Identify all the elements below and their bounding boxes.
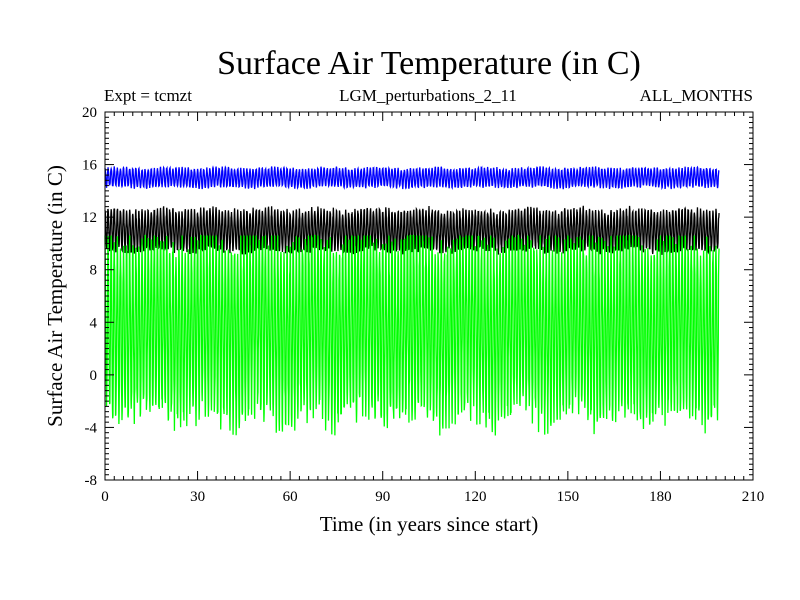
x-tick-label: 150	[557, 489, 580, 505]
y-tick-label: -4	[85, 420, 98, 436]
x-tick-label: 0	[101, 489, 109, 505]
series-line-upper	[104, 165, 720, 191]
plot-frame	[104, 111, 754, 481]
series-layer	[104, 165, 720, 436]
subtitle-months: ALL_MONTHS	[640, 86, 753, 105]
x-tick-label: 90	[375, 489, 390, 505]
y-axis-label: Surface Air Temperature (in C)	[43, 165, 67, 427]
y-tick-label: 20	[82, 105, 97, 121]
x-tick-label: 60	[283, 489, 298, 505]
y-tick-label: 12	[82, 210, 97, 226]
x-axis-label: Time (in years since start)	[320, 512, 539, 536]
y-tick-label: 0	[90, 368, 98, 384]
y-tick-label: 8	[90, 263, 98, 279]
y-tick-label: 4	[90, 315, 98, 331]
subtitle-run-name: LGM_perturbations_2_11	[339, 86, 517, 105]
chart-title: Surface Air Temperature (in C)	[217, 45, 641, 82]
x-tick-label: 30	[190, 489, 205, 505]
x-tick-label: 210	[742, 489, 765, 505]
x-tick-label: 120	[464, 489, 487, 505]
series-line-lower	[104, 234, 720, 436]
subtitle-experiment: Expt = tcmzt	[104, 86, 192, 105]
y-tick-label: -8	[85, 473, 98, 489]
y-tick-label: 16	[82, 158, 98, 174]
series-line-middle	[104, 205, 720, 255]
x-tick-label: 180	[649, 489, 672, 505]
